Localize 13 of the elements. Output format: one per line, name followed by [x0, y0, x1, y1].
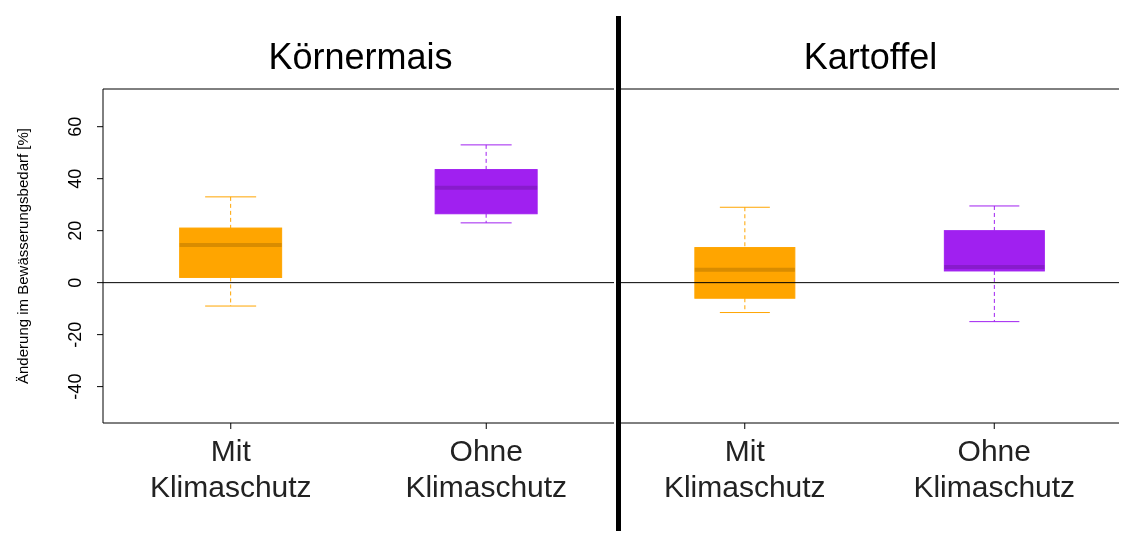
y-tick-label: 20 — [65, 220, 85, 241]
y-tick-label: 60 — [65, 116, 85, 137]
y-tick-label: -20 — [65, 321, 85, 348]
chart-title: Kartoffel — [802, 36, 939, 78]
y-tick-label: -40 — [65, 373, 85, 400]
x-tick-label: Ohne Klimaschutz — [913, 434, 1076, 503]
chart-title: Körnermais — [267, 36, 454, 78]
y-tick-label: 40 — [65, 168, 85, 189]
y-tick-label: 0 — [65, 277, 85, 288]
x-tick-label: Mit Klimaschutz — [149, 434, 312, 503]
x-tick-label: Mit Klimaschutz — [663, 434, 826, 503]
y-axis-title: Änderung im Bewässerungsbedarf [%] — [14, 128, 31, 384]
x-tick-label: Ohne Klimaschutz — [405, 434, 568, 503]
